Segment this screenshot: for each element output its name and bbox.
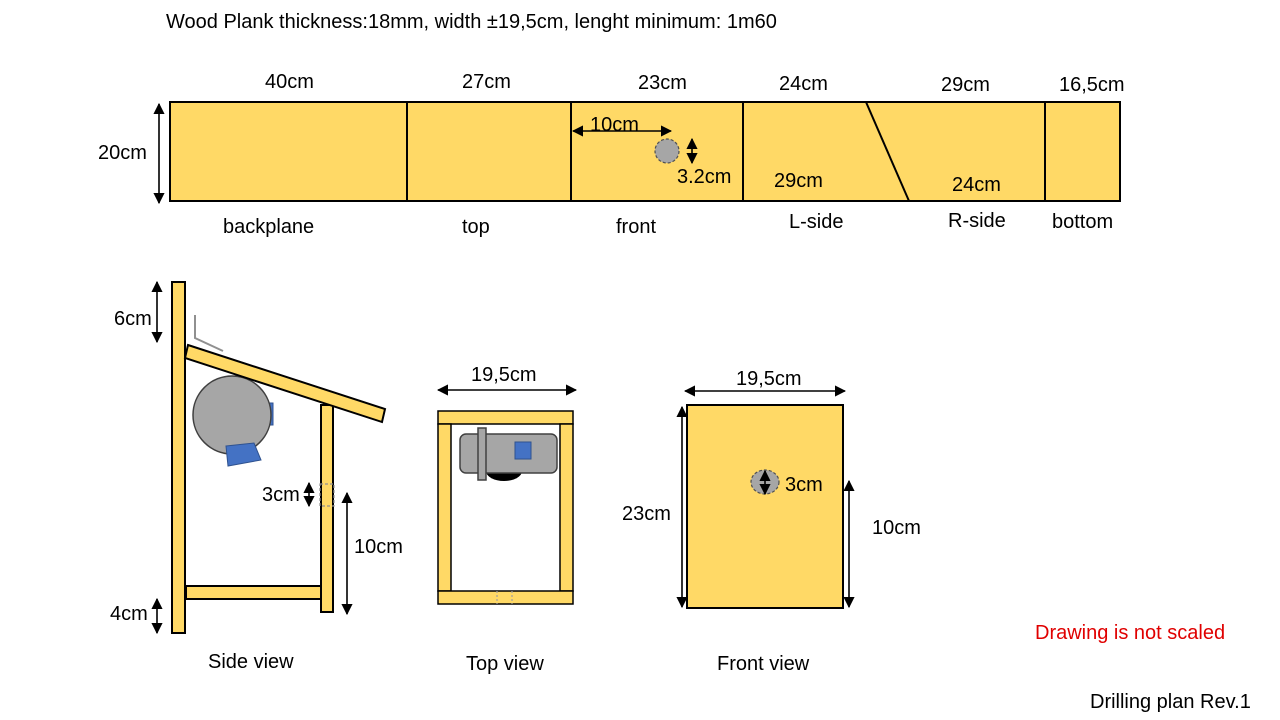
side-view-title: Side view: [208, 651, 294, 673]
camera-sensor: [514, 441, 532, 460]
plank-height-label: 20cm: [98, 142, 147, 164]
segment-length-bottom: 16,5cm: [1059, 74, 1125, 96]
plank-spec-text: Wood Plank thickness:18mm, width ±19,5cm…: [166, 11, 777, 33]
side-entrance-hole: [319, 483, 335, 507]
front-entrance-hole: [654, 138, 680, 164]
side-roof: [183, 343, 387, 424]
front-view: 3cm 19,5cm 23cm 10cm Front view: [622, 368, 921, 675]
segment-name-bottom: bottom: [1052, 211, 1113, 233]
front-width-label: 19,5cm: [736, 368, 802, 390]
front-height-label: 23cm: [622, 503, 671, 525]
roof-bracket: [194, 315, 224, 352]
segment-length-top: 27cm: [462, 71, 511, 93]
floor-gap-label: 4cm: [110, 603, 148, 625]
segment-name-backplane: backplane: [223, 216, 314, 238]
segment-length-front: 23cm: [638, 72, 687, 94]
top-right-board: [559, 423, 574, 592]
top-front-board: [437, 410, 574, 425]
top-left-board: [437, 423, 452, 592]
segment-name-rside: R-side: [948, 210, 1006, 232]
camera-icon: [192, 375, 272, 455]
top-view-title: Top view: [466, 653, 544, 675]
top-view: 19,5cm Top view: [436, 364, 578, 675]
lside-bottom-label: 29cm: [774, 170, 823, 192]
top-width-label: 19,5cm: [471, 364, 537, 386]
cut-line-diagonal: [865, 101, 910, 202]
front-panel: [686, 404, 844, 609]
side-view: 6cm 3cm 10cm 4cm Side view: [110, 280, 403, 673]
camera-clamp: [477, 427, 487, 481]
side-hole-height-label: 10cm: [354, 536, 403, 558]
roof-gap-label: 6cm: [114, 308, 152, 330]
plank-board: [169, 101, 1121, 202]
camera-mount: [225, 442, 262, 467]
segment-length-rside: 29cm: [941, 74, 990, 96]
segment-name-lside: L-side: [789, 211, 843, 233]
front-hole-offset-label: 10cm: [590, 114, 639, 136]
rside-bottom-label: 24cm: [952, 174, 1001, 196]
revision-label: Drilling plan Rev.1: [1090, 691, 1251, 713]
front-hole-size-label: 3.2cm: [677, 166, 731, 188]
front-hole-diameter-label: 3cm: [785, 474, 823, 496]
plank-layout: 20cm 40cm 27cm 23cm 24cm 29cm 16,5cm bac…: [98, 71, 1125, 238]
side-front-wall: [320, 404, 334, 613]
side-hole-size-label: 3cm: [262, 484, 300, 506]
front-view-title: Front view: [717, 653, 810, 675]
segment-name-front: front: [616, 216, 656, 238]
segment-name-top: top: [462, 216, 490, 238]
segment-length-lside: 24cm: [779, 73, 828, 95]
front-hole-height-label: 10cm: [872, 517, 921, 539]
top-back-board: [437, 590, 574, 605]
not-scaled-note: Drawing is not scaled: [1035, 622, 1225, 644]
side-floor: [185, 585, 322, 600]
side-backplane: [171, 281, 186, 634]
camera-body-top: [459, 433, 558, 474]
segment-length-backplane: 40cm: [265, 71, 314, 93]
